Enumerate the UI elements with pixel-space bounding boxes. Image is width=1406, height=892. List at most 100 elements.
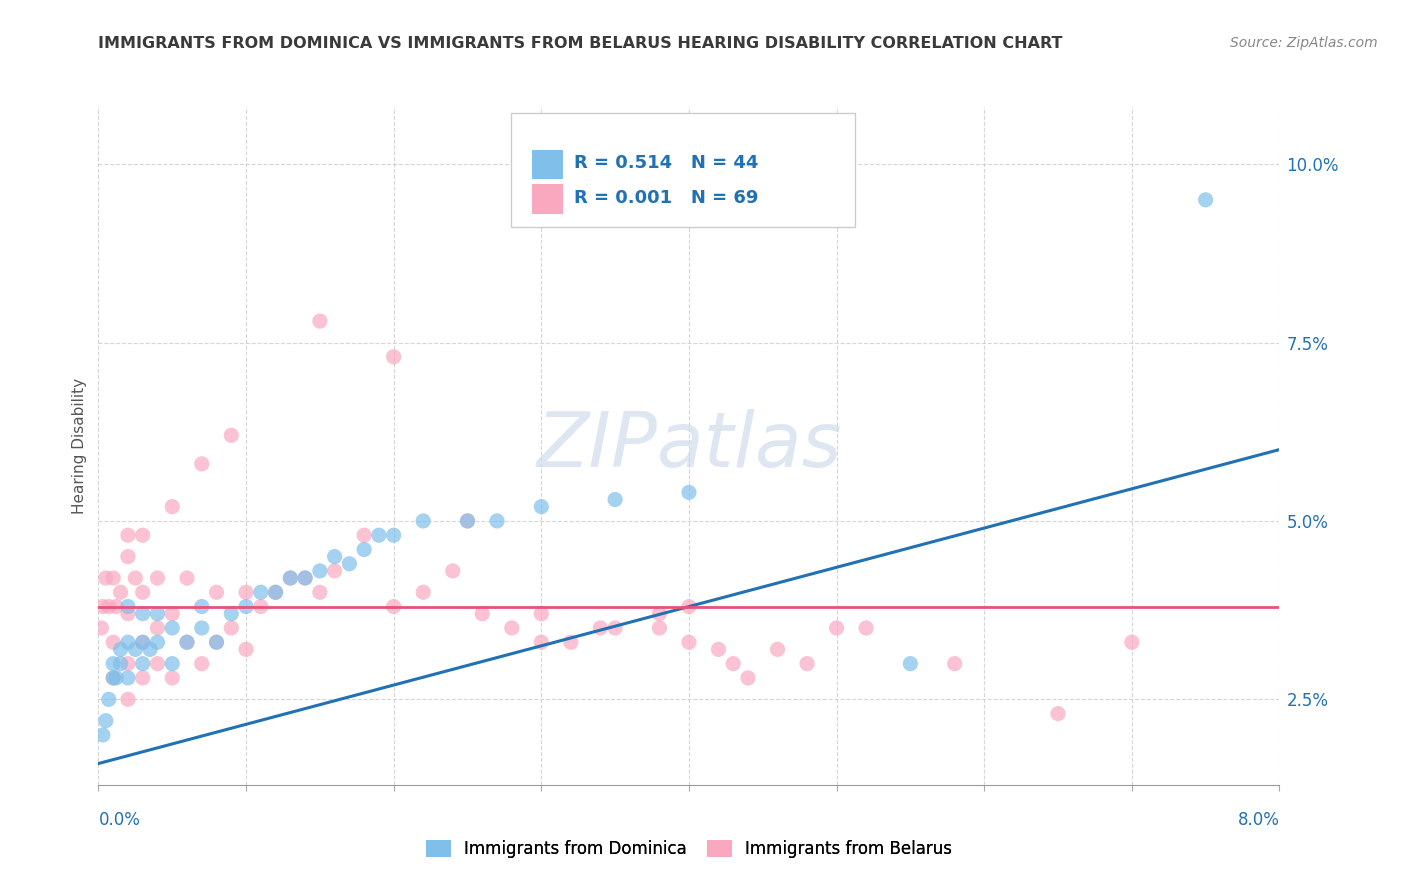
Point	[105, 671, 128, 685]
Point	[132, 635, 155, 649]
Point	[250, 585, 273, 599]
Point	[205, 585, 228, 599]
Point	[485, 514, 508, 528]
Point	[825, 621, 848, 635]
Text: 0.0%: 0.0%	[98, 811, 141, 829]
Point	[219, 621, 242, 635]
Text: R = 0.001   N = 69: R = 0.001 N = 69	[574, 189, 758, 207]
Point	[117, 607, 139, 621]
Point	[412, 585, 434, 599]
Point	[648, 607, 671, 621]
Point	[250, 599, 273, 614]
Y-axis label: Hearing Disability: Hearing Disability	[72, 378, 87, 514]
Point	[103, 571, 125, 585]
Point	[308, 564, 332, 578]
Point	[235, 642, 257, 657]
Point	[117, 549, 139, 564]
Point	[382, 528, 405, 542]
Point	[235, 585, 257, 599]
Point	[103, 671, 125, 685]
Point	[367, 528, 389, 542]
Text: Source: ZipAtlas.com: Source: ZipAtlas.com	[1230, 36, 1378, 50]
Point	[264, 585, 287, 599]
Point	[162, 500, 183, 514]
Point	[530, 607, 553, 621]
Point	[353, 528, 375, 542]
Point	[132, 635, 155, 649]
Point	[678, 599, 700, 614]
Point	[146, 571, 169, 585]
Point	[205, 635, 228, 649]
Point	[501, 621, 523, 635]
Point	[323, 564, 346, 578]
Point	[146, 621, 169, 635]
Legend: Immigrants from Dominica, Immigrants from Belarus: Immigrants from Dominica, Immigrants fro…	[419, 833, 959, 864]
Point	[353, 542, 375, 557]
Point	[132, 671, 155, 685]
Point	[162, 671, 183, 685]
Point	[103, 635, 125, 649]
Text: R = 0.514   N = 44: R = 0.514 N = 44	[574, 154, 758, 172]
Point	[219, 607, 242, 621]
Point	[264, 585, 287, 599]
Point	[721, 657, 744, 671]
Point	[605, 492, 627, 507]
Point	[219, 428, 242, 442]
Point	[110, 642, 132, 657]
Point	[146, 657, 169, 671]
Point	[1046, 706, 1069, 721]
Point	[589, 621, 612, 635]
Point	[110, 657, 132, 671]
Point	[678, 635, 700, 649]
Point	[97, 692, 120, 706]
Point	[530, 500, 553, 514]
Point	[132, 657, 155, 671]
Point	[441, 564, 464, 578]
Text: 8.0%: 8.0%	[1237, 811, 1279, 829]
Point	[943, 657, 966, 671]
Point	[323, 549, 346, 564]
Point	[176, 571, 198, 585]
Point	[456, 514, 478, 528]
Point	[117, 635, 139, 649]
Point	[94, 571, 117, 585]
Point	[235, 599, 257, 614]
Point	[1121, 635, 1143, 649]
Point	[90, 621, 112, 635]
Point	[605, 621, 627, 635]
Point	[94, 714, 117, 728]
Point	[560, 635, 582, 649]
Point	[337, 557, 360, 571]
Point	[278, 571, 302, 585]
Point	[191, 599, 214, 614]
Point	[117, 599, 139, 614]
Point	[97, 599, 120, 614]
Point	[294, 571, 316, 585]
Point	[191, 621, 214, 635]
Point	[294, 571, 316, 585]
Point	[530, 635, 553, 649]
Point	[678, 485, 700, 500]
Text: IMMIGRANTS FROM DOMINICA VS IMMIGRANTS FROM BELARUS HEARING DISABILITY CORRELATI: IMMIGRANTS FROM DOMINICA VS IMMIGRANTS F…	[98, 36, 1063, 51]
Point	[124, 571, 146, 585]
Point	[117, 528, 139, 542]
Point	[412, 514, 434, 528]
Point	[855, 621, 877, 635]
Point	[124, 642, 146, 657]
Point	[139, 642, 162, 657]
Point	[191, 657, 214, 671]
Point	[707, 642, 730, 657]
Point	[205, 635, 228, 649]
Point	[162, 607, 183, 621]
Point	[162, 621, 183, 635]
Point	[146, 635, 169, 649]
Point	[117, 692, 139, 706]
Point	[191, 457, 214, 471]
Point	[117, 671, 139, 685]
Point	[103, 657, 125, 671]
Point	[456, 514, 478, 528]
Point	[1194, 193, 1216, 207]
Point	[117, 657, 139, 671]
Point	[132, 528, 155, 542]
Point	[278, 571, 302, 585]
